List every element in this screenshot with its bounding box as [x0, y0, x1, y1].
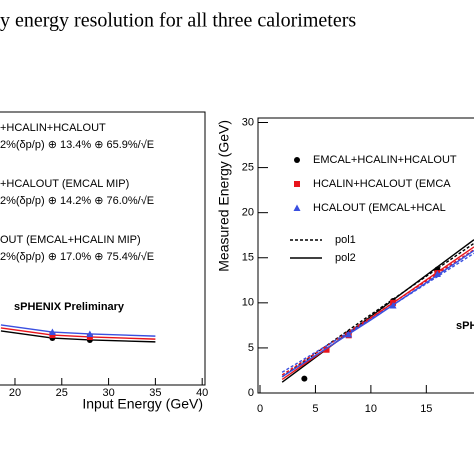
y-tick-label: 15	[242, 252, 254, 264]
legend-label: HCALIN+HCALOUT (EMCA	[313, 178, 451, 190]
y-tick-label: 10	[242, 297, 254, 309]
y-tick-label: 5	[248, 342, 254, 354]
x-tick-label: 40	[196, 387, 208, 399]
data-point	[86, 333, 93, 340]
x-tick-label: 35	[149, 387, 161, 399]
x-tick-label: 5	[312, 403, 318, 415]
annotation: sPHENIX Preliminary	[14, 301, 125, 313]
fit-line	[281, 239, 474, 383]
legend-label: EMCAL+HCALIN+HCALOUT	[313, 154, 457, 166]
panel-frame	[257, 117, 474, 394]
figure-title: y energy resolution for all three calori…	[0, 10, 356, 32]
data-point	[345, 330, 353, 338]
legend-label: +HCALOUT (EMCAL MIP)	[0, 178, 129, 190]
legend-formula: 2%(δp/p) ⊕ 17.0% ⊕ 75.4%/√E	[0, 251, 154, 263]
x-tick-label: 15	[420, 403, 432, 415]
legend-formula: 2%(δp/p) ⊕ 13.4% ⊕ 65.9%/√E	[0, 139, 154, 151]
data-point	[389, 302, 397, 309]
fit-curve	[0, 327, 156, 340]
legend-label: OUT (EMCAL+HCALIN MIP)	[0, 234, 141, 246]
y-tick-label: 30	[242, 116, 254, 128]
x-axis-label: Input Energy (GeV)	[82, 396, 203, 412]
fit-curve	[0, 324, 156, 337]
data-point	[86, 330, 94, 337]
x-tick-label: 20	[9, 387, 21, 399]
x-tick-label: 25	[56, 387, 68, 399]
legend-marker	[294, 181, 300, 187]
plot-area	[0, 324, 156, 343]
data-point	[323, 346, 330, 353]
fit-line	[281, 242, 474, 378]
fit-curve	[0, 330, 156, 343]
fit-line	[281, 246, 474, 381]
y-tick-label: 0	[248, 387, 254, 399]
legend-label: pol2	[335, 252, 356, 264]
panel-frame	[0, 111, 206, 386]
x-tick-label: 0	[257, 403, 263, 415]
fit-line	[281, 249, 474, 376]
fit-line	[281, 249, 474, 378]
data-point	[48, 328, 56, 336]
legend-label: +HCALIN+HCALOUT	[0, 122, 106, 134]
data-point	[301, 375, 308, 382]
legend-marker	[294, 157, 300, 163]
plot-area	[281, 239, 474, 383]
annotation: sPH	[456, 320, 474, 332]
y-tick-label: 20	[242, 207, 254, 219]
x-tick-label: 30	[102, 387, 114, 399]
legend-label: HCALOUT (EMCAL+HCAL	[313, 202, 446, 214]
legend-marker	[293, 204, 301, 211]
data-point	[433, 270, 441, 277]
y-tick-label: 25	[242, 161, 254, 173]
legend-formula: 2%(δp/p) ⊕ 14.2% ⊕ 76.0%/√E	[0, 195, 154, 207]
x-tick-label: 10	[365, 403, 377, 415]
legend-label: pol1	[335, 234, 356, 246]
y-axis-label: Measured Energy (GeV)	[216, 120, 232, 272]
data-point	[49, 332, 56, 339]
